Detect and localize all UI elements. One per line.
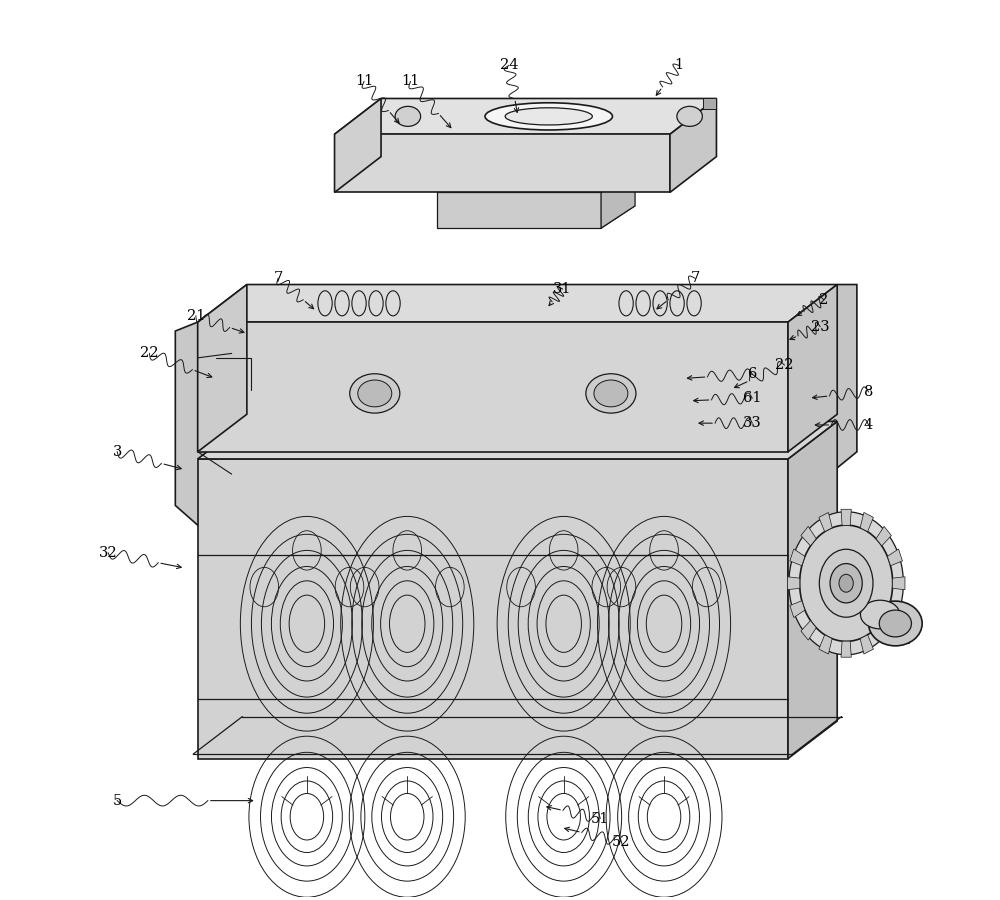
Polygon shape <box>887 600 902 617</box>
Ellipse shape <box>350 374 400 413</box>
Ellipse shape <box>505 108 592 125</box>
Polygon shape <box>335 98 716 134</box>
Ellipse shape <box>586 374 636 413</box>
Ellipse shape <box>594 380 628 407</box>
Text: 1: 1 <box>674 58 683 72</box>
Text: 11: 11 <box>401 75 420 88</box>
Polygon shape <box>819 512 832 532</box>
Ellipse shape <box>677 106 702 126</box>
Polygon shape <box>790 549 805 566</box>
Text: 2: 2 <box>819 292 828 307</box>
Polygon shape <box>788 421 837 759</box>
Polygon shape <box>860 634 873 654</box>
Polygon shape <box>788 284 837 452</box>
Polygon shape <box>841 641 851 657</box>
Polygon shape <box>887 549 902 566</box>
Polygon shape <box>819 634 832 654</box>
Text: 11: 11 <box>355 75 373 88</box>
Ellipse shape <box>879 610 911 637</box>
Polygon shape <box>437 206 635 229</box>
Ellipse shape <box>860 600 900 629</box>
Polygon shape <box>601 170 635 229</box>
Polygon shape <box>892 577 905 590</box>
Polygon shape <box>801 526 816 546</box>
Polygon shape <box>198 284 837 322</box>
Text: 52: 52 <box>612 835 630 849</box>
Text: 8: 8 <box>864 385 873 399</box>
Text: 23: 23 <box>811 320 830 334</box>
Polygon shape <box>801 621 816 640</box>
Text: 22: 22 <box>140 346 159 360</box>
Text: 51: 51 <box>591 812 609 825</box>
Polygon shape <box>790 600 805 617</box>
Text: 61: 61 <box>743 392 761 405</box>
Polygon shape <box>876 526 891 546</box>
Text: 3: 3 <box>112 445 122 459</box>
Polygon shape <box>770 284 857 522</box>
Ellipse shape <box>869 601 922 646</box>
Text: 5: 5 <box>113 794 122 807</box>
Polygon shape <box>198 421 837 459</box>
Text: 22: 22 <box>775 358 794 372</box>
Text: 7: 7 <box>274 271 283 285</box>
Ellipse shape <box>839 574 853 592</box>
Polygon shape <box>860 512 873 532</box>
Ellipse shape <box>819 549 873 617</box>
Text: 33: 33 <box>743 416 762 430</box>
Polygon shape <box>876 621 891 640</box>
Text: 24: 24 <box>500 58 518 72</box>
Text: 6: 6 <box>748 367 757 381</box>
Polygon shape <box>198 508 232 525</box>
Polygon shape <box>703 98 716 109</box>
Ellipse shape <box>830 563 862 603</box>
Text: 31: 31 <box>553 282 572 296</box>
Ellipse shape <box>358 380 392 407</box>
Polygon shape <box>335 134 670 193</box>
Polygon shape <box>335 98 381 193</box>
Text: 4: 4 <box>864 418 873 432</box>
Polygon shape <box>670 98 716 193</box>
Ellipse shape <box>800 525 893 642</box>
Ellipse shape <box>485 103 612 130</box>
Text: 21: 21 <box>187 309 205 323</box>
Ellipse shape <box>789 512 903 655</box>
Polygon shape <box>175 322 238 525</box>
Polygon shape <box>198 322 788 452</box>
Polygon shape <box>841 509 851 526</box>
Polygon shape <box>437 193 601 229</box>
Polygon shape <box>198 284 247 452</box>
Ellipse shape <box>395 106 421 126</box>
Text: 32: 32 <box>99 546 118 560</box>
Polygon shape <box>787 577 800 590</box>
Polygon shape <box>198 459 788 759</box>
Text: 7: 7 <box>690 271 700 285</box>
